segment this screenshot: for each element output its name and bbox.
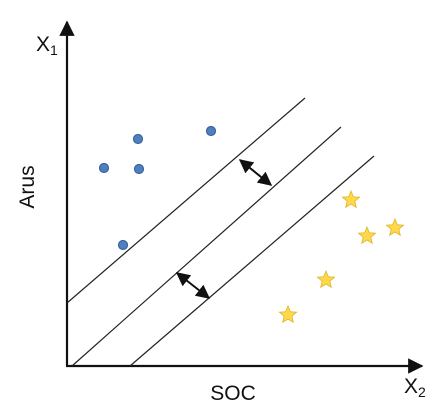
class-a-point (117, 239, 129, 251)
class-a-point (98, 162, 110, 174)
upper-margin-arrow (238, 159, 273, 186)
class-b-point (385, 217, 405, 237)
y-axis-label: Arus (16, 165, 39, 208)
lower-margin-arrow (175, 272, 211, 299)
class-a-point (205, 125, 217, 137)
decision-boundary-line (71, 126, 342, 367)
upper-margin-line (66, 97, 306, 304)
x-axis-subscript: 2 (418, 384, 426, 400)
y-axis-symbol: X1 (36, 33, 58, 58)
x-axis-symbol: X2 (404, 375, 426, 400)
class-b-point (316, 269, 336, 289)
boundary-lines (66, 97, 375, 367)
class-b-point (341, 189, 361, 209)
class-a-point (132, 133, 144, 145)
class-b-point (278, 304, 298, 324)
class-a-point (133, 163, 145, 175)
y-axis-subscript: 1 (50, 42, 58, 58)
class-b-point (357, 225, 377, 245)
x-axis-label: SOC (210, 382, 256, 404)
class-a-points (98, 125, 217, 251)
class-b-points (278, 189, 405, 324)
lower-margin-line (129, 155, 375, 367)
margin-arrows (175, 159, 273, 299)
